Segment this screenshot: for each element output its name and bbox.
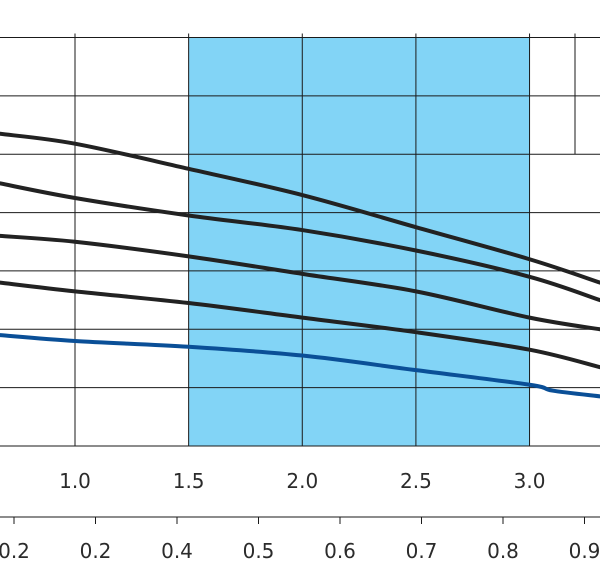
x-tick-label: 1.5 [173,469,205,493]
secondary-x-axis: 0.2 0.2 0.4 0.5 0.6 0.7 0.8 0.9 [0,516,600,563]
x-tick-label: 2.0 [286,469,318,493]
secondary-tick-label: 0.6 [324,539,356,563]
series-line-2 [0,181,600,303]
x-tick-label: 3.0 [514,469,546,493]
series-line-1 [0,131,600,285]
series-line-4 [0,280,600,370]
series-line-5 [0,333,600,399]
x-tick-label: 1.0 [59,469,91,493]
highlight-band [188,37,530,447]
highlight-rect [188,37,530,447]
secondary-tick-label: 0.2 [0,539,30,563]
secondary-tick-label: 0.5 [243,539,275,563]
series-lines [0,131,600,399]
secondary-tick-label: 0.7 [406,539,438,563]
secondary-tick-label: 0.4 [161,539,193,563]
secondary-tick-label: 0.9 [569,539,600,563]
grid [0,33,600,447]
x-axis: 1.0 1.5 2.0 2.5 3.0 [59,469,545,493]
secondary-tick-label: 0.2 [80,539,112,563]
x-tick-label: 2.5 [400,469,432,493]
series-line-3 [0,233,600,332]
secondary-tick-label: 0.8 [487,539,519,563]
